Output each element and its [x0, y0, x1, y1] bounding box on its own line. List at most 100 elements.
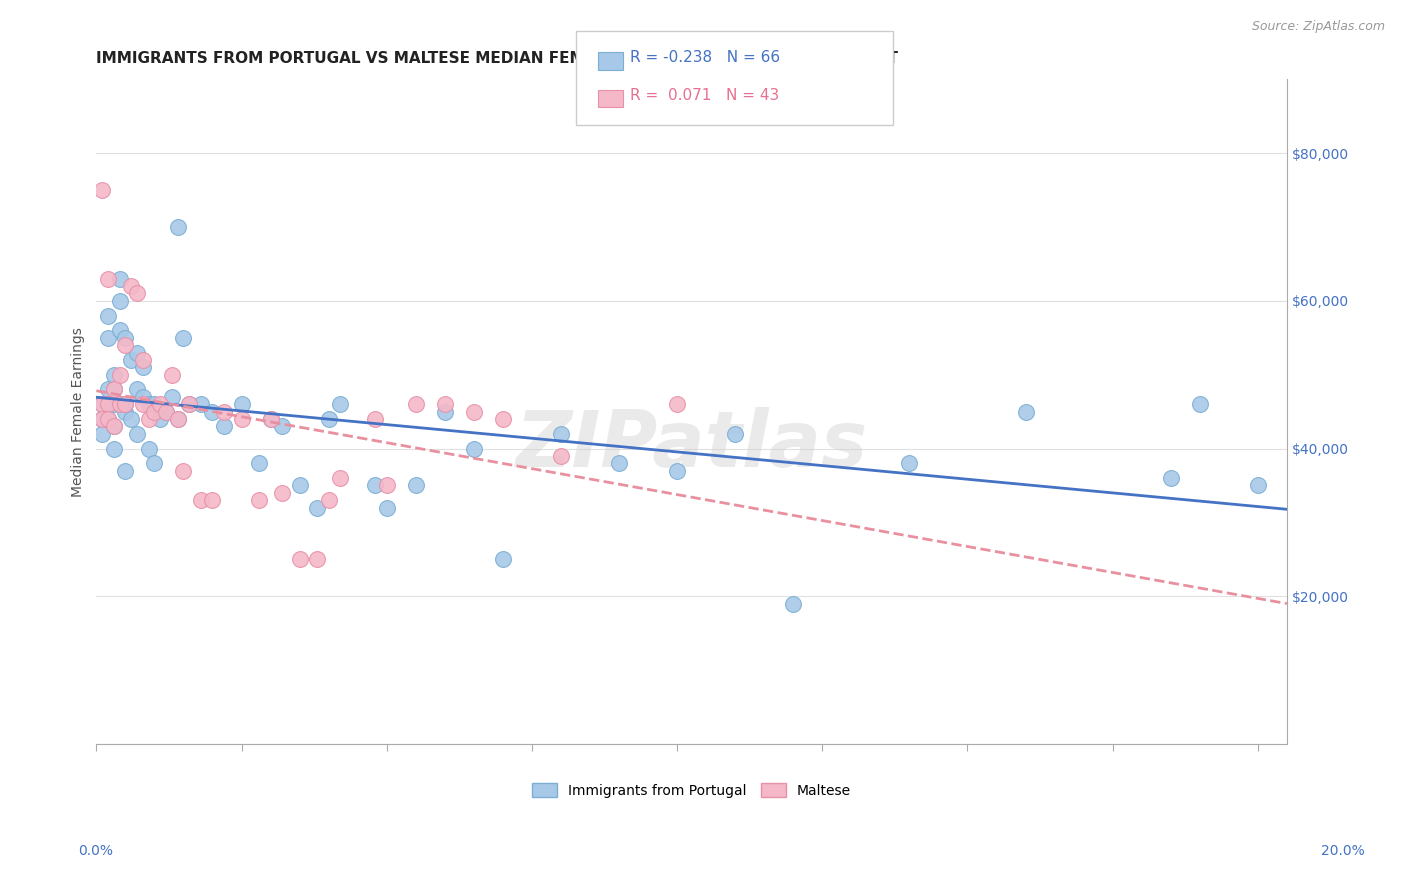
Point [138, 442, 160, 456]
Point [103, 383, 125, 397]
Point [160, 390, 183, 404]
Point [271, 419, 294, 434]
Point [247, 456, 270, 470]
Text: Source: ZipAtlas.com: Source: ZipAtlas.com [1251, 20, 1385, 33]
Text: 20.0%: 20.0% [1320, 844, 1365, 857]
Point [1014, 404, 1036, 418]
Point [103, 368, 125, 382]
Point [898, 456, 921, 470]
Point [103, 419, 125, 434]
Point [114, 397, 136, 411]
Point [108, 368, 131, 382]
Point [125, 383, 148, 397]
Point [305, 552, 328, 566]
Point [179, 397, 201, 411]
Point [138, 397, 160, 411]
Point [463, 404, 485, 418]
Point [201, 493, 224, 508]
Point [607, 456, 630, 470]
Point [103, 397, 125, 411]
Point [271, 486, 294, 500]
Point [132, 390, 155, 404]
Point [114, 331, 136, 345]
Point [108, 323, 131, 337]
Point [149, 412, 172, 426]
Point [149, 397, 172, 411]
Point [103, 442, 125, 456]
Point [247, 493, 270, 508]
Point [190, 397, 212, 411]
Point [91, 397, 114, 411]
Point [231, 412, 253, 426]
Text: 0.0%: 0.0% [79, 844, 112, 857]
Point [550, 426, 572, 441]
Point [201, 404, 224, 418]
Point [114, 397, 136, 411]
Point [1160, 471, 1182, 485]
Point [259, 412, 281, 426]
Point [91, 397, 114, 411]
Point [724, 426, 747, 441]
Point [782, 597, 804, 611]
Point [172, 331, 194, 345]
Point [329, 471, 352, 485]
Point [318, 412, 340, 426]
Point [125, 286, 148, 301]
Point [288, 552, 311, 566]
Point [492, 412, 515, 426]
Point [288, 478, 311, 492]
Point [143, 404, 166, 418]
Text: IMMIGRANTS FROM PORTUGAL VS MALTESE MEDIAN FEMALE EARNINGS CORRELATION CHART: IMMIGRANTS FROM PORTUGAL VS MALTESE MEDI… [97, 51, 898, 66]
Point [666, 464, 689, 478]
Point [305, 500, 328, 515]
Point [375, 500, 398, 515]
Point [190, 493, 212, 508]
Point [155, 404, 177, 418]
Point [103, 419, 125, 434]
Point [1247, 478, 1270, 492]
Point [108, 271, 131, 285]
Point [375, 478, 398, 492]
Legend: Immigrants from Portugal, Maltese: Immigrants from Portugal, Maltese [527, 778, 856, 804]
Point [364, 478, 387, 492]
Text: R = -0.238   N = 66: R = -0.238 N = 66 [630, 51, 780, 65]
Point [125, 345, 148, 359]
Text: ZIPatlas: ZIPatlas [516, 407, 868, 483]
Y-axis label: Median Female Earnings: Median Female Earnings [72, 326, 86, 497]
Point [108, 293, 131, 308]
Point [91, 426, 114, 441]
Point [138, 412, 160, 426]
Point [492, 552, 515, 566]
Point [166, 220, 188, 235]
Point [212, 419, 235, 434]
Point [155, 404, 177, 418]
Point [120, 353, 142, 368]
Point [550, 449, 572, 463]
Point [125, 426, 148, 441]
Point [91, 412, 114, 426]
Text: R =  0.071   N = 43: R = 0.071 N = 43 [630, 88, 779, 103]
Point [91, 412, 114, 426]
Point [143, 456, 166, 470]
Point [259, 412, 281, 426]
Point [97, 397, 120, 411]
Point [132, 360, 155, 375]
Point [329, 397, 352, 411]
Point [433, 397, 456, 411]
Point [666, 397, 689, 411]
Point [132, 397, 155, 411]
Point [114, 338, 136, 352]
Point [463, 442, 485, 456]
Point [97, 309, 120, 323]
Point [120, 279, 142, 293]
Point [120, 412, 142, 426]
Point [97, 383, 120, 397]
Point [143, 397, 166, 411]
Point [166, 412, 188, 426]
Point [97, 412, 120, 426]
Point [405, 397, 427, 411]
Point [114, 464, 136, 478]
Point [364, 412, 387, 426]
Point [108, 397, 131, 411]
Point [97, 331, 120, 345]
